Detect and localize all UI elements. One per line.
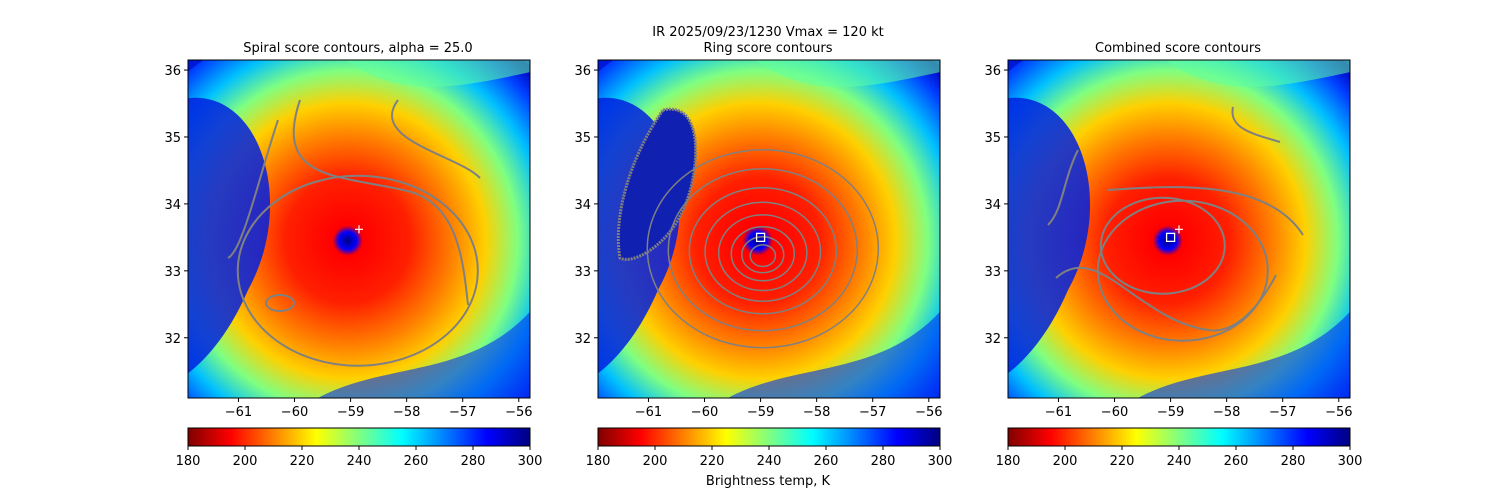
colorbar-tick-label: 220 [290, 454, 315, 469]
score-contour [688, 186, 838, 315]
score-contour [704, 201, 822, 302]
y-tick-label: 36 [164, 64, 181, 79]
panel-combined: Combined score contours −61 −60 −59 −58 −57 −… [984, 41, 1363, 469]
x-tick-label: −60 [281, 405, 308, 420]
panel-title: Spiral score contours, alpha = 25.0 [243, 41, 472, 56]
x-tick-label: −57 [1269, 405, 1296, 420]
colorbar-tick-label: 220 [700, 454, 725, 469]
colorbar-tick-label: 180 [176, 454, 201, 469]
y-tick-label: 34 [164, 198, 181, 213]
x-tick-label: −61 [225, 405, 252, 420]
x-tick-label: −58 [1213, 405, 1240, 420]
colorbar [187, 427, 531, 447]
center-square-marker [1165, 232, 1176, 243]
score-contour [292, 99, 469, 306]
colorbar-tick-label: 240 [347, 454, 372, 469]
colorbar-tick-label: 260 [1224, 454, 1249, 469]
colorbar-tick-label: 260 [404, 454, 429, 469]
y-tick-label: 34 [984, 198, 1001, 213]
colorbar [597, 427, 941, 447]
y-tick-label: 32 [574, 332, 591, 347]
colorbar-tick-label: 240 [1167, 454, 1192, 469]
x-tick-label: −56 [915, 405, 942, 420]
y-tick-label: 32 [164, 332, 181, 347]
score-contour [265, 294, 295, 312]
x-tick-label: −59 [747, 405, 774, 420]
colorbar-tick-label: 180 [996, 454, 1021, 469]
panel-title: Combined score contours [1095, 41, 1261, 56]
y-tick-label: 36 [574, 64, 591, 79]
colorbar-tick-label: 280 [461, 454, 486, 469]
score-contour [741, 235, 785, 274]
x-tick-label: −61 [635, 405, 662, 420]
score-contour [616, 107, 698, 261]
score-contour [236, 174, 479, 367]
score-contour [227, 119, 279, 259]
panel-ring: Ring score contours −61 −60 −59 −58 −57 −56 32… [574, 41, 953, 469]
colorbar-tick-label: 180 [586, 454, 611, 469]
colorbar-tick-label: 280 [1281, 454, 1306, 469]
score-contour [730, 225, 796, 282]
x-tick-label: −56 [1325, 405, 1352, 420]
score-contour [1107, 186, 1304, 236]
x-tick-label: −60 [691, 405, 718, 420]
y-tick-label: 33 [574, 265, 591, 280]
figure-suptitle: IR 2025/09/23/1230 Vmax = 120 kt [652, 25, 883, 40]
colorbar-tick-label: 220 [1110, 454, 1135, 469]
y-tick-label: 36 [984, 64, 1001, 79]
x-tick-label: −61 [1045, 405, 1072, 420]
colorbar-tick-label: 300 [1338, 454, 1363, 469]
score-contour [749, 244, 777, 268]
x-tick-label: −56 [505, 405, 532, 420]
score-contour [1099, 196, 1226, 295]
x-tick-label: −58 [393, 405, 420, 420]
y-tick-label: 34 [574, 198, 591, 213]
x-tick-label: −59 [337, 405, 364, 420]
best-center-plus-marker [355, 225, 363, 234]
panel-title: Ring score contours [703, 41, 832, 56]
y-tick-label: 35 [574, 131, 591, 146]
y-tick-label: 33 [984, 265, 1001, 280]
axes-frame [1007, 59, 1351, 399]
colorbar-tick-label: 280 [871, 454, 896, 469]
score-contour [667, 167, 859, 332]
best-center-plus-marker [1175, 225, 1183, 234]
score-contour [646, 148, 880, 349]
score-contour [1231, 106, 1281, 143]
panel-spiral: Spiral score contours, alpha = 25.0 −61 −… [164, 41, 543, 469]
score-contour [1055, 266, 1277, 332]
colorbar-label: Brightness temp, K [706, 474, 831, 489]
colorbar-tick-label: 240 [757, 454, 782, 469]
score-contour [390, 99, 481, 179]
ir-image [598, 60, 940, 398]
x-tick-label: −59 [1157, 405, 1184, 420]
x-tick-label: −57 [859, 405, 886, 420]
colorbar-tick-label: 300 [928, 454, 953, 469]
colorbar [1007, 427, 1351, 447]
colorbar-tick-label: 200 [643, 454, 668, 469]
y-tick-label: 33 [164, 265, 181, 280]
axes-frame [597, 59, 941, 399]
score-contour [1047, 149, 1079, 226]
x-tick-label: −60 [1101, 405, 1128, 420]
colorbar-tick-label: 260 [814, 454, 839, 469]
score-contour [717, 214, 808, 292]
y-tick-label: 35 [984, 131, 1001, 146]
x-tick-label: −58 [803, 405, 830, 420]
y-tick-label: 32 [984, 332, 1001, 347]
center-square-marker [755, 232, 766, 243]
colorbar-tick-label: 200 [1053, 454, 1078, 469]
colorbar-tick-label: 300 [518, 454, 543, 469]
axes-frame [187, 59, 531, 399]
y-tick-label: 35 [164, 131, 181, 146]
colorbar-tick-label: 200 [233, 454, 258, 469]
x-tick-label: −57 [449, 405, 476, 420]
